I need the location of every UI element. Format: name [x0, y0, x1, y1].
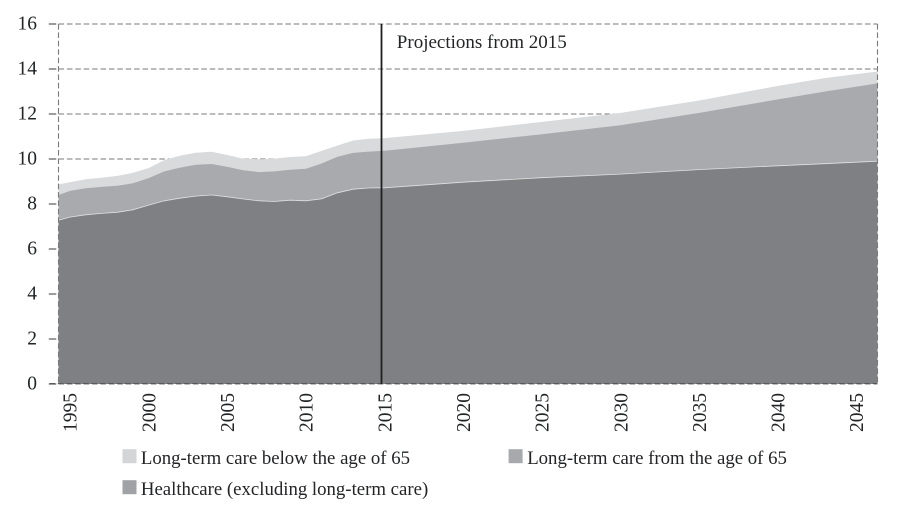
svg-text:Projections from 2015: Projections from 2015	[397, 32, 567, 53]
svg-text:1995: 1995	[61, 393, 82, 432]
svg-text:2025: 2025	[533, 393, 554, 432]
svg-text:2035: 2035	[690, 393, 711, 432]
svg-text:4: 4	[27, 283, 37, 304]
svg-text:2010: 2010	[297, 393, 318, 432]
svg-text:2015: 2015	[375, 393, 396, 432]
svg-text:12: 12	[18, 103, 38, 124]
svg-text:0: 0	[27, 373, 37, 394]
svg-text:2030: 2030	[611, 393, 632, 432]
svg-text:Long-term care below the age o: Long-term care below the age of 65	[141, 448, 410, 469]
svg-text:Healthcare (excluding long-ter: Healthcare (excluding long-term care)	[141, 479, 428, 500]
svg-text:2045: 2045	[847, 393, 868, 432]
svg-text:Long-term care from the age of: Long-term care from the age of 65	[527, 448, 787, 469]
svg-text:2000: 2000	[139, 393, 160, 432]
svg-text:2005: 2005	[218, 393, 239, 432]
svg-text:2040: 2040	[769, 393, 790, 432]
svg-text:2020: 2020	[454, 393, 475, 432]
svg-text:16: 16	[18, 13, 38, 34]
svg-text:8: 8	[27, 193, 37, 214]
svg-text:2: 2	[27, 328, 37, 349]
svg-text:10: 10	[18, 148, 38, 169]
svg-text:14: 14	[18, 58, 38, 79]
svg-text:6: 6	[27, 238, 37, 259]
